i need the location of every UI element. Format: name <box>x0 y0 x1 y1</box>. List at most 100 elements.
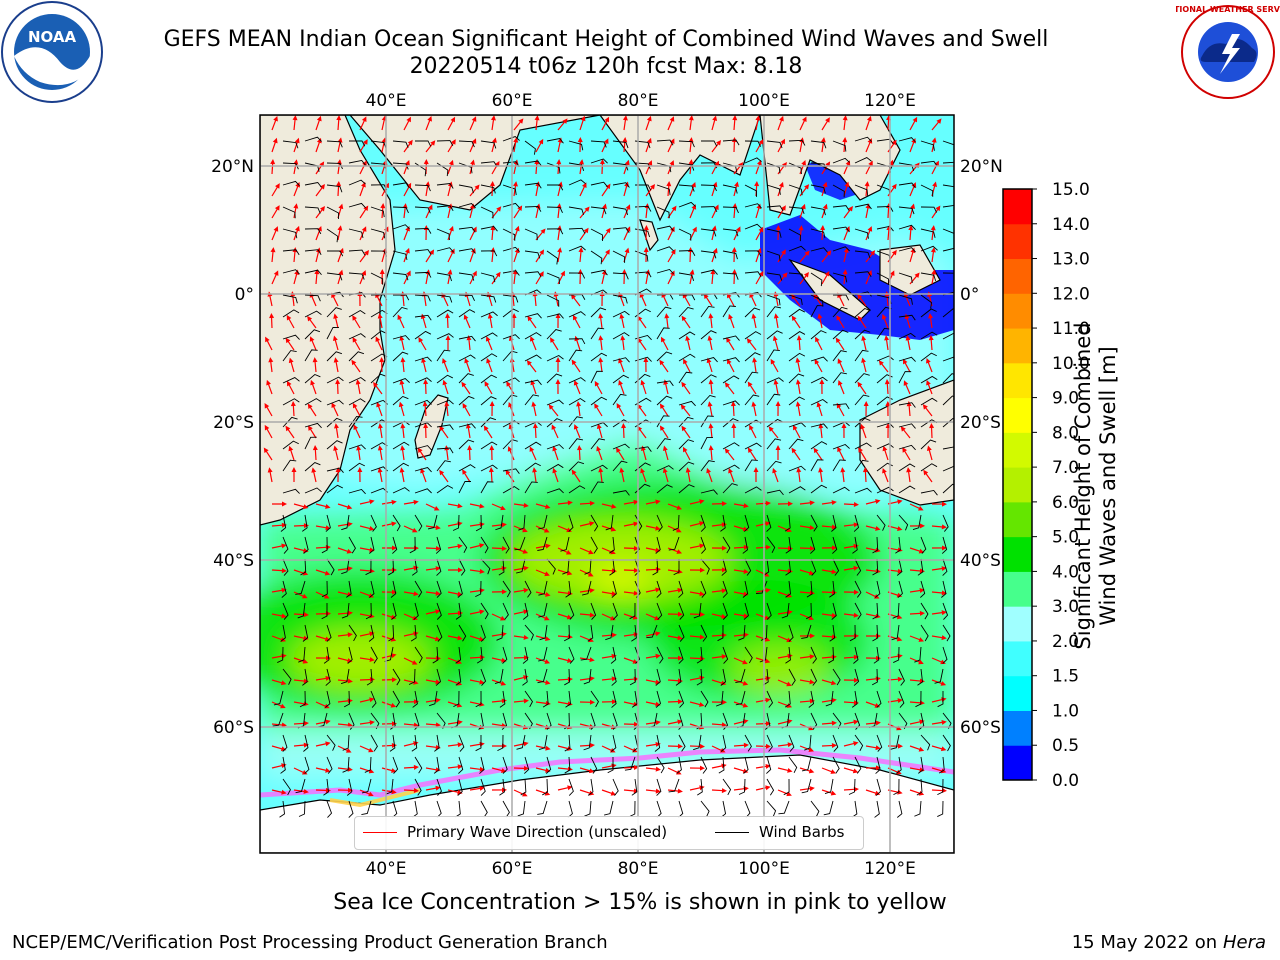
wind-barb <box>326 734 336 751</box>
wave-direction-arrowhead <box>677 699 683 705</box>
wind-barb <box>722 646 729 664</box>
wave-direction-arrowhead <box>624 247 630 254</box>
wind-barb <box>369 536 375 554</box>
wave-direction-arrowhead <box>269 313 275 319</box>
wave-direction-arrowhead <box>731 137 737 143</box>
wind-barb <box>392 514 401 532</box>
wind-barb <box>700 536 707 554</box>
wave-direction-arrowhead <box>659 403 665 409</box>
wind-barb <box>828 646 835 664</box>
wave-direction-arrowhead <box>844 181 850 188</box>
wind-barb <box>742 536 749 554</box>
wave-direction-arrow <box>733 205 736 219</box>
wave-direction-arrowhead <box>906 467 912 473</box>
wave-direction-arrowhead <box>795 379 801 385</box>
wave-direction-arrowhead <box>273 115 278 122</box>
wave-direction-arrow <box>469 140 476 153</box>
wave-direction-arrowhead <box>746 338 752 344</box>
wind-barb <box>516 734 526 750</box>
wave-direction-arrow <box>491 118 495 131</box>
wind-barb <box>766 690 774 708</box>
wind-barb <box>656 225 674 232</box>
wave-direction-arrow <box>579 184 586 197</box>
wave-direction-arrow <box>865 745 878 749</box>
wave-direction-arrowhead <box>347 678 353 684</box>
wave-direction-arrowhead <box>356 445 362 451</box>
wind-barb <box>282 162 299 170</box>
wind-barb <box>744 352 761 362</box>
wave-direction-arrowhead <box>264 424 270 431</box>
wave-direction-arrowhead <box>660 336 666 343</box>
wind-barb <box>914 800 922 817</box>
wave-direction-arrow <box>865 677 878 681</box>
wind-barb <box>610 734 617 752</box>
wave-direction-arrowhead <box>681 381 687 388</box>
wave-direction-arrow <box>689 657 703 660</box>
wave-direction-arrow <box>777 569 790 572</box>
wind-barb <box>411 558 418 576</box>
wind-barb <box>348 415 363 428</box>
wave-direction-arrowhead <box>598 335 604 341</box>
wave-direction-arrowhead <box>842 269 848 275</box>
wave-direction-arrow <box>645 588 658 593</box>
wave-direction-arrow <box>711 142 720 153</box>
wave-direction-arrow <box>887 117 890 131</box>
wind-barb <box>634 446 652 452</box>
wave-direction-arrowhead <box>712 247 718 254</box>
wave-direction-arrowhead <box>377 445 383 451</box>
wind-barb <box>634 184 652 191</box>
footer-machine: Hera <box>1222 932 1266 953</box>
wave-direction-arrowhead <box>588 768 595 774</box>
wind-barb <box>612 182 630 188</box>
wave-direction-arrowhead <box>390 636 397 642</box>
wave-direction-arrow <box>469 701 482 706</box>
wave-direction-arrowhead <box>853 589 859 595</box>
wave-direction-arrowhead <box>589 742 595 748</box>
wind-barb <box>876 443 894 450</box>
wave-direction-arrow <box>931 698 944 703</box>
colorbar-tick-label: 15.0 <box>1052 180 1090 200</box>
wave-direction-arrowhead <box>361 226 367 232</box>
wave-direction-arrowhead <box>676 505 683 510</box>
wind-barb <box>414 514 423 532</box>
wind-barb <box>392 668 401 686</box>
wave-direction-arrowhead <box>655 631 661 637</box>
wind-barb <box>700 305 715 318</box>
wave-direction-arrow <box>491 183 494 197</box>
wind-barb <box>304 310 322 318</box>
wave-direction-arrowhead <box>369 697 375 703</box>
wave-direction-arrowhead <box>303 788 309 794</box>
wave-direction-arrow <box>337 700 350 703</box>
wave-direction-arrow <box>293 272 298 285</box>
wave-direction-arrow <box>667 272 674 285</box>
wind-barb <box>524 690 534 708</box>
wind-barb <box>478 712 484 730</box>
wave-direction-arrow <box>402 293 405 307</box>
wind-barb <box>720 734 727 752</box>
wave-direction-arrow <box>623 184 628 197</box>
wind-barb <box>343 690 350 708</box>
wave-direction-arrowhead <box>484 381 490 387</box>
wave-direction-arrowhead <box>275 183 280 189</box>
wave-direction-arrowhead <box>368 747 374 753</box>
wave-direction-arrowhead <box>831 545 837 551</box>
legend-label: Primary Wave Direction (unscaled) <box>407 823 668 841</box>
wind-barb <box>823 800 834 816</box>
wave-direction-arrowhead <box>866 115 872 122</box>
wind-barb <box>590 140 607 148</box>
wave-direction-arrowhead <box>527 315 533 322</box>
gridlines <box>260 115 954 853</box>
wind-barb <box>458 294 475 301</box>
wave-direction-arrowhead <box>820 137 826 143</box>
wind-barb <box>810 712 818 730</box>
wind-barb <box>917 668 923 686</box>
wind-barb <box>326 756 333 774</box>
wind-barb <box>282 140 299 149</box>
wind-barb <box>634 356 652 362</box>
wave-direction-arrowhead <box>557 181 563 187</box>
wind-barb <box>875 756 881 774</box>
wind-barb <box>458 140 475 148</box>
wave-direction-arrow <box>271 679 284 684</box>
wave-height-field <box>260 200 954 780</box>
wind-barb <box>785 536 792 554</box>
